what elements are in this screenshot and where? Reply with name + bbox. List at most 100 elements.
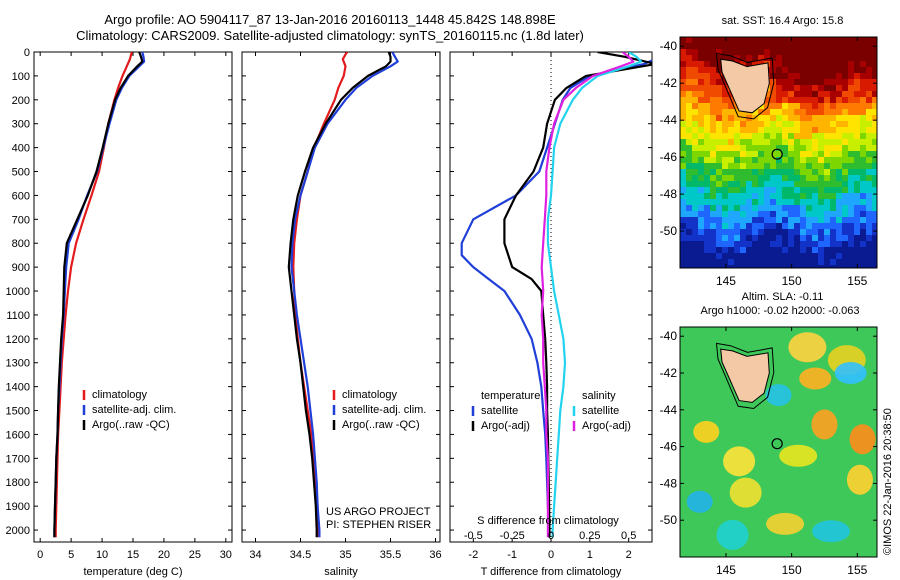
map-y-tick-label: -48 — [660, 187, 678, 201]
sst-cell — [728, 151, 734, 157]
sst-cell — [872, 49, 877, 55]
sst-cell — [872, 181, 877, 187]
map-y-tick-label: -48 — [660, 476, 678, 490]
sst-cell — [836, 37, 842, 43]
x-tick-top-label: 0.5 — [621, 530, 636, 542]
sst-cell — [686, 85, 692, 91]
sst-cell — [842, 217, 848, 223]
sst-cell — [788, 115, 794, 121]
sst-cell — [842, 211, 848, 217]
sst-cell — [836, 97, 842, 103]
y-tick-label: 2000 — [6, 525, 30, 537]
sst-cell — [710, 73, 716, 79]
sst-cell — [704, 181, 710, 187]
sst-cell — [686, 235, 692, 241]
sst-cell — [848, 109, 854, 115]
sst-cell — [872, 55, 877, 61]
sst-cell — [716, 109, 722, 115]
sst-cell — [758, 241, 764, 247]
sst-cell — [716, 67, 722, 73]
sst-cell — [686, 97, 692, 103]
sst-cell — [734, 193, 740, 199]
sst-cell — [752, 55, 758, 61]
sst-cell — [782, 61, 788, 67]
sst-cell — [692, 217, 698, 223]
sst-cell — [800, 49, 806, 55]
sst-cell — [770, 169, 776, 175]
sst-cell — [764, 43, 770, 49]
sst-cell — [860, 73, 866, 79]
sst-cell — [866, 181, 872, 187]
sst-cell — [866, 157, 872, 163]
sst-cell — [848, 43, 854, 49]
sst-cell — [794, 133, 800, 139]
sst-cell — [794, 259, 800, 265]
sst-cell — [704, 67, 710, 73]
x-axis-label: salinity — [324, 566, 358, 578]
sst-cell — [722, 211, 728, 217]
sst-cell — [740, 241, 746, 247]
sst-cell — [698, 169, 704, 175]
sst-cell — [764, 205, 770, 211]
sst-cell — [860, 121, 866, 127]
sst-cell — [698, 79, 704, 85]
sst-cell — [698, 223, 704, 229]
sst-cell — [698, 151, 704, 157]
sst-cell — [806, 103, 812, 109]
sst-cell — [704, 91, 710, 97]
sst-cell — [680, 79, 686, 85]
sst-cell — [806, 229, 812, 235]
sst-cell — [692, 97, 698, 103]
sst-cell — [728, 121, 734, 127]
sst-cell — [758, 169, 764, 175]
sst-cell — [692, 79, 698, 85]
sst-cell — [782, 163, 788, 169]
sst-cell — [872, 151, 877, 157]
sst-cell — [716, 229, 722, 235]
sst-cell — [854, 259, 860, 265]
sst-cell — [836, 109, 842, 115]
sst-cell — [782, 145, 788, 151]
sst-cell — [830, 163, 836, 169]
shelf-contour — [715, 342, 775, 410]
sst-cell — [800, 151, 806, 157]
series-line-argo-raw-qc- — [287, 52, 392, 538]
sla-anomaly-blob — [849, 424, 876, 455]
y-tick-label: 1600 — [6, 429, 30, 441]
sst-cell — [692, 151, 698, 157]
map-y-tick-label: -50 — [660, 513, 678, 527]
sst-cell — [770, 229, 776, 235]
sst-cell — [734, 229, 740, 235]
sst-cell — [704, 103, 710, 109]
sst-cell — [812, 151, 818, 157]
sst-cell — [854, 151, 860, 157]
sst-cell — [776, 259, 782, 265]
sst-cell — [728, 193, 734, 199]
maps-layer: -40 -42 -44 -46 -48 -50 145 150 155 -40 -42 -44 -46 -… — [660, 36, 878, 577]
sst-cell — [692, 127, 698, 133]
sst-cell — [686, 109, 692, 115]
sst-cell — [836, 79, 842, 85]
sst-cell — [776, 265, 782, 268]
sst-cell — [758, 217, 764, 223]
sst-cell — [698, 211, 704, 217]
sst-cell — [680, 157, 686, 163]
sst-cell — [788, 103, 794, 109]
sst-cell — [812, 85, 818, 91]
sst-cell — [788, 151, 794, 157]
sst-cell — [830, 55, 836, 61]
sst-cell — [836, 211, 842, 217]
sst-cell — [740, 259, 746, 265]
sst-cell — [734, 49, 740, 55]
sst-cell — [716, 211, 722, 217]
sst-cell — [758, 145, 764, 151]
x-tick-label: 34 — [249, 549, 261, 561]
sst-cell — [770, 175, 776, 181]
sst-cell — [740, 55, 746, 61]
sst-cell — [704, 127, 710, 133]
sla-map-field — [680, 327, 877, 557]
sst-cell — [752, 211, 758, 217]
sst-cell — [746, 163, 752, 169]
x-tick-label: 25 — [189, 549, 201, 561]
sst-cell — [686, 139, 692, 145]
